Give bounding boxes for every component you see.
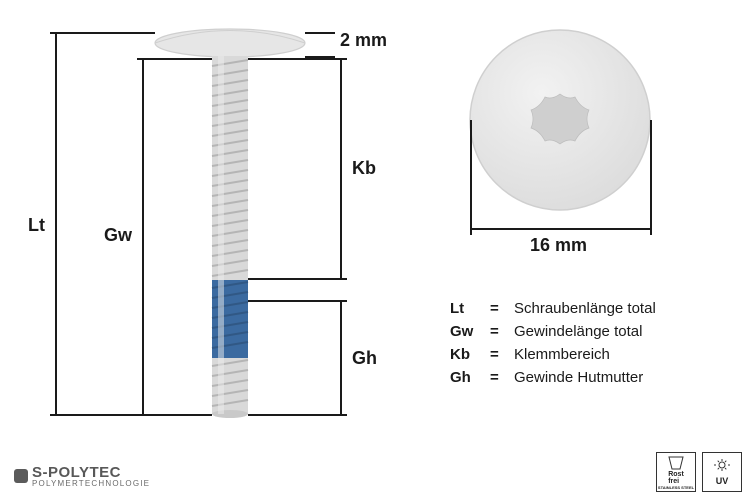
dim-16mm-right-ext <box>650 120 652 228</box>
label-2mm: 2 mm <box>340 30 387 51</box>
label-gh: Gh <box>352 348 377 369</box>
legend-row-lt: Lt = Schraubenlänge total <box>450 300 656 317</box>
dim-kb-extension-bot <box>248 278 340 280</box>
label-lt: Lt <box>28 215 45 236</box>
legend-val: Klemmbereich <box>514 346 610 363</box>
legend-eq: = <box>490 346 504 363</box>
dim-kb-line <box>340 58 342 278</box>
rostfrei-line1: Rost <box>668 471 684 478</box>
label-gw: Gw <box>104 225 132 246</box>
dim-gw-extension-top <box>142 58 212 60</box>
dim-gh-tick-top <box>335 300 347 302</box>
uv-icon <box>711 459 733 477</box>
legend-row-kb: Kb = Klemmbereich <box>450 346 656 363</box>
dim-gh-line <box>340 300 342 414</box>
dim-16mm-line <box>470 228 651 230</box>
brand-logo: S-POLYTEC POLYMERTECHNOLOGIE <box>14 464 150 488</box>
dim-gw-tick-top <box>137 58 149 60</box>
legend-eq: = <box>490 369 504 386</box>
label-16mm: 16 mm <box>530 235 587 256</box>
uv-label: UV <box>716 477 729 486</box>
dim-gh-extension-bot <box>248 414 340 416</box>
dim-2mm-ext2 <box>305 56 335 58</box>
dim-16mm-left-ext <box>470 120 472 228</box>
legend-eq: = <box>490 300 504 317</box>
legend-eq: = <box>490 323 504 340</box>
dim-gw-tick-bot <box>137 414 149 416</box>
screw-top-view <box>0 0 750 500</box>
logo-sub: POLYMERTECHNOLOGIE <box>32 479 150 488</box>
legend-val: Schraubenlänge total <box>514 300 656 317</box>
badge-uv: UV <box>702 452 742 492</box>
dim-gw-line <box>142 58 144 414</box>
legend-key: Kb <box>450 346 480 363</box>
dim-gh-extension-top <box>248 300 340 302</box>
legend-key: Gw <box>450 323 480 340</box>
legend-key: Gh <box>450 369 480 386</box>
legend-val: Gewinde Hutmutter <box>514 369 643 386</box>
rostfrei-line2: frei <box>668 478 679 485</box>
label-kb: Kb <box>352 158 376 179</box>
legend-row-gw: Gw = Gewindelänge total <box>450 323 656 340</box>
dim-lt-extension-top <box>55 32 155 34</box>
legend: Lt = Schraubenlänge total Gw = Gewindelä… <box>450 300 656 392</box>
badges: Rost frei STAINLESS STEEL UV <box>656 452 742 492</box>
dim-lt-tick-bot <box>50 414 62 416</box>
diagram-canvas: 2 mm Lt Gw Kb Gh 16 mm Lt = Schraubenlän… <box>0 0 750 500</box>
legend-val: Gewindelänge total <box>514 323 642 340</box>
legend-key: Lt <box>450 300 480 317</box>
dim-16mm-tick-l <box>470 223 472 235</box>
dim-2mm-ext <box>305 32 335 34</box>
dim-kb-tick-top <box>335 58 347 60</box>
rostfrei-icon <box>667 455 685 471</box>
rostfrei-caption: STAINLESS STEEL <box>658 486 694 490</box>
dim-16mm-tick-r <box>650 223 652 235</box>
dim-kb-tick-bot <box>335 278 347 280</box>
dim-gh-tick-bot <box>335 414 347 416</box>
dim-lt-line <box>55 32 57 414</box>
legend-row-gh: Gh = Gewinde Hutmutter <box>450 369 656 386</box>
dim-lt-extension-bot <box>55 414 212 416</box>
dim-lt-tick-top <box>50 32 62 34</box>
logo-icon <box>14 469 28 483</box>
badge-rostfrei: Rost frei STAINLESS STEEL <box>656 452 696 492</box>
dim-kb-extension-top <box>248 58 340 60</box>
